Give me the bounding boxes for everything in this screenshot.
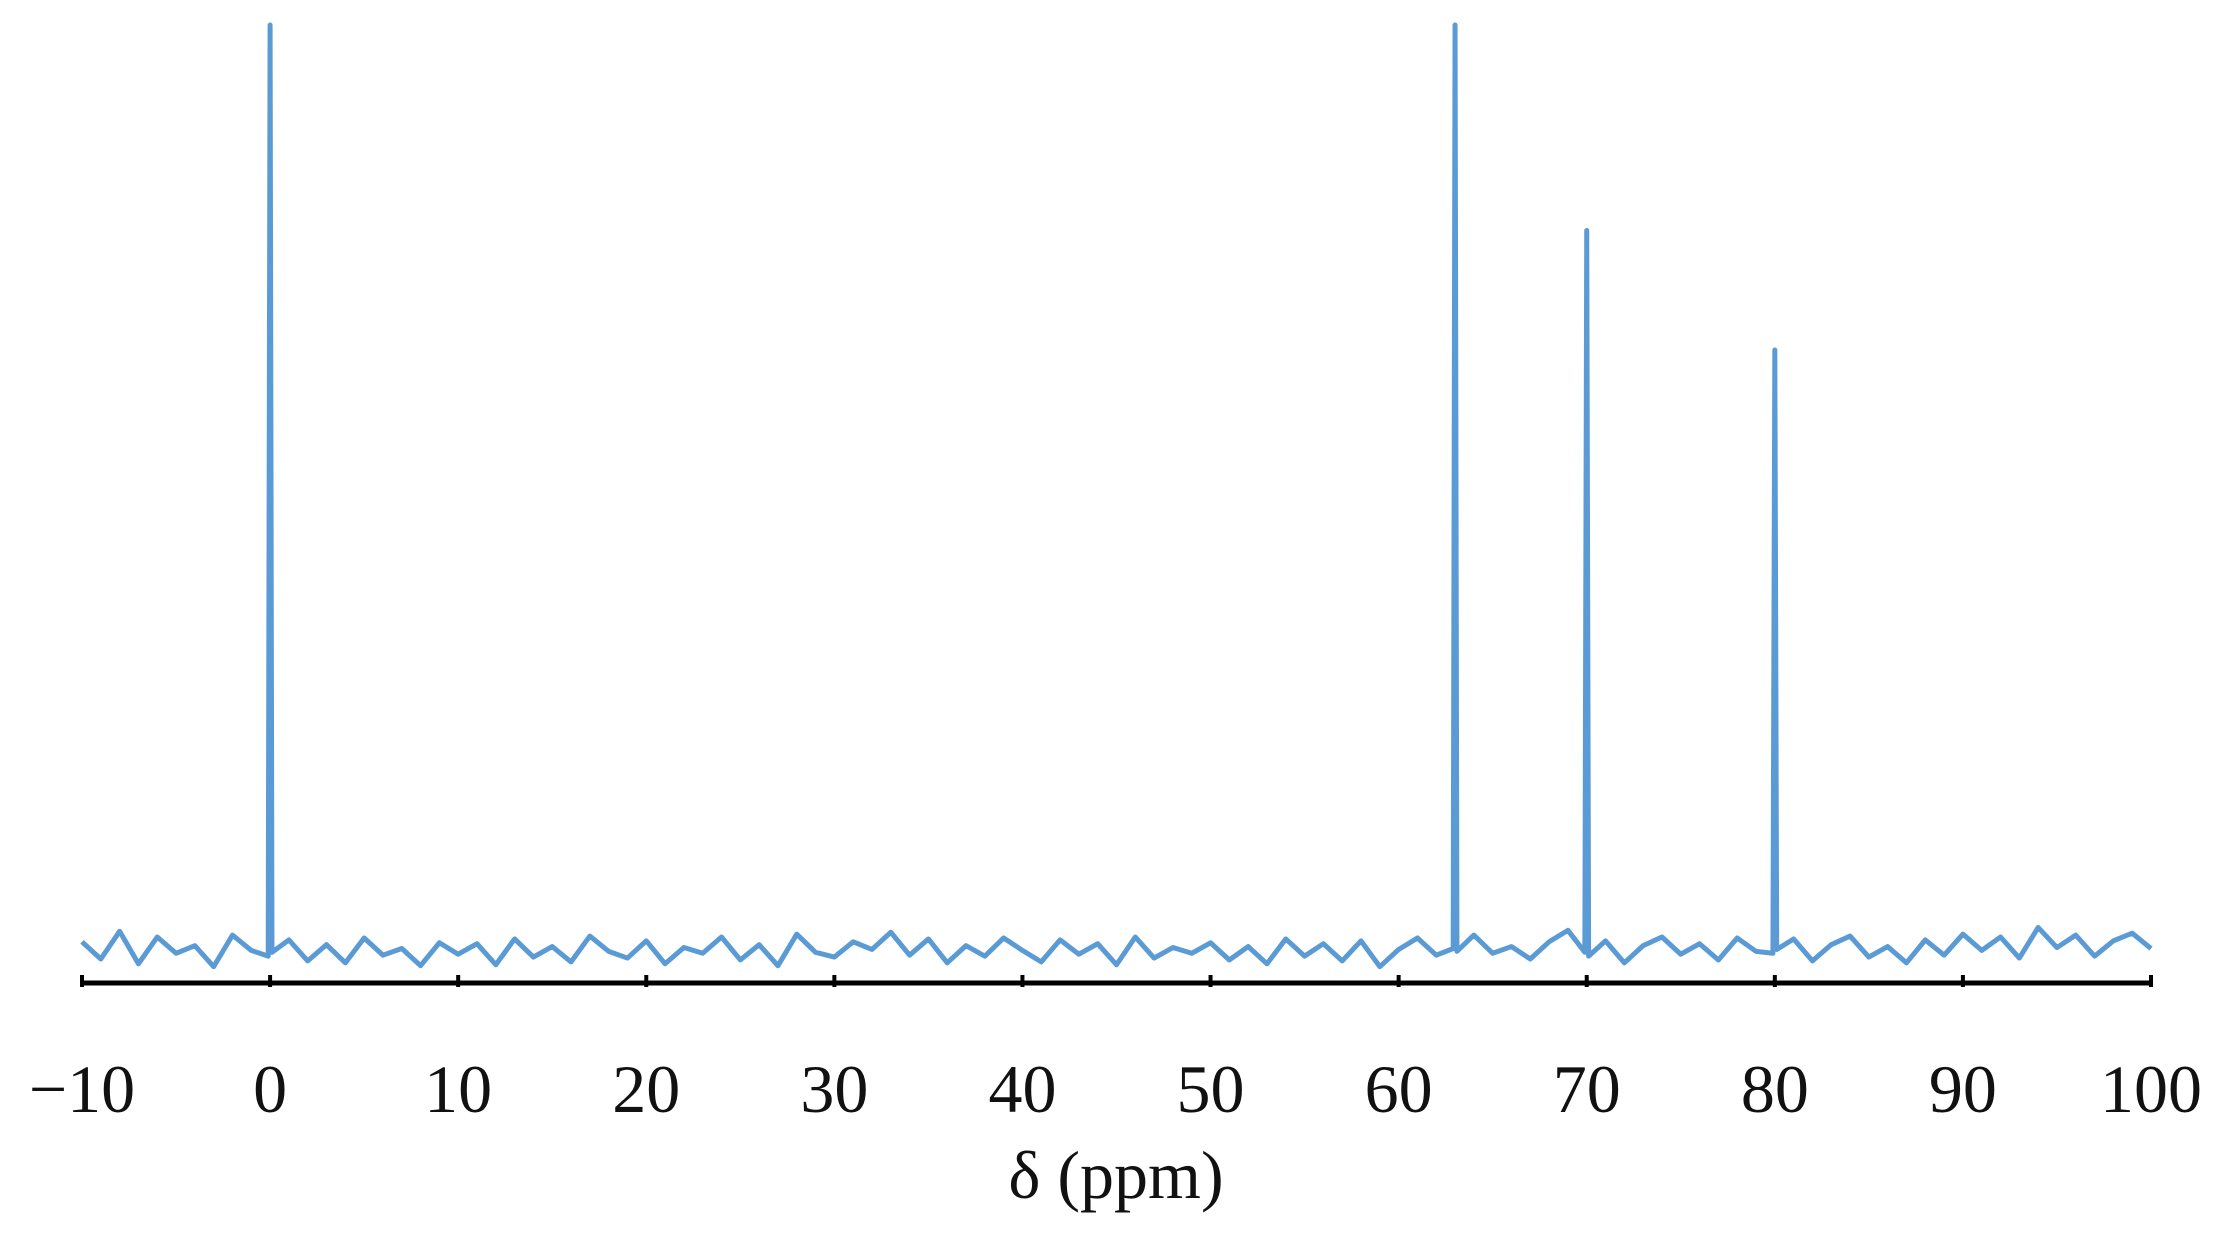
x-tick-label: 50 [1177, 1051, 1245, 1127]
x-tick-label: −10 [29, 1051, 135, 1127]
x-tick-label: 80 [1741, 1051, 1809, 1127]
spectrum-line [80, 22, 2153, 970]
x-tick-label: 100 [2100, 1051, 2202, 1127]
x-tick-label: 30 [800, 1051, 868, 1127]
x-tick-label: 0 [253, 1051, 287, 1127]
x-tick-label: 20 [612, 1051, 680, 1127]
x-axis-label: δ (ppm) [1008, 1137, 1223, 1213]
x-tick-label: 70 [1553, 1051, 1621, 1127]
x-tick-label: 60 [1365, 1051, 1433, 1127]
x-tick-label: 40 [988, 1051, 1056, 1127]
x-tick-label: 10 [424, 1051, 492, 1127]
x-tick-label: 90 [1929, 1051, 1997, 1127]
